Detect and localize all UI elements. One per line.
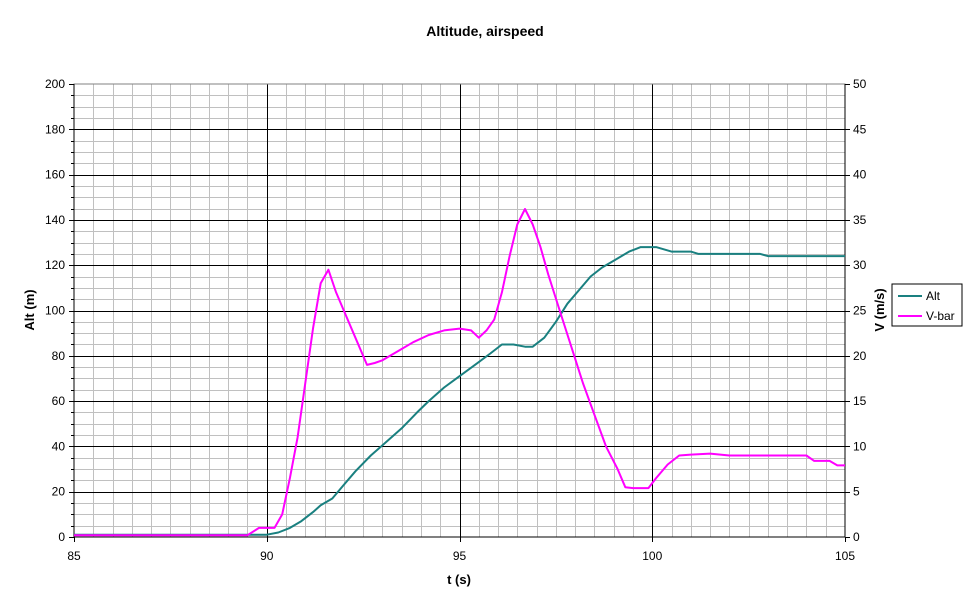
right-tick-label: 30 xyxy=(853,258,867,272)
series-lines xyxy=(74,208,845,537)
right-axis-title: V (m/s) xyxy=(872,288,887,331)
left-tick-label: 200 xyxy=(45,77,65,91)
x-tick-label: 100 xyxy=(642,549,662,563)
right-tick-label: 50 xyxy=(853,77,867,91)
minor-grid xyxy=(74,84,845,537)
left-axis-ticks: 0 20 40 60 80 100 120 140 160 180 200 xyxy=(45,77,75,544)
right-tick-label: 25 xyxy=(853,304,867,318)
left-axis-title: Alt (m) xyxy=(22,289,37,330)
series-line-v-bar xyxy=(74,208,845,537)
chart-title: Altitude, airspeed xyxy=(426,23,543,39)
left-tick-label: 0 xyxy=(58,530,65,544)
legend-label-alt: Alt xyxy=(926,289,941,303)
right-tick-label: 20 xyxy=(853,349,867,363)
left-tick-label: 140 xyxy=(45,213,65,227)
series-line-alt xyxy=(74,246,845,536)
legend-label-vbar: V-bar xyxy=(926,309,955,323)
left-tick-label: 80 xyxy=(52,349,66,363)
legend-box xyxy=(891,283,963,327)
right-tick-label: 35 xyxy=(853,213,867,227)
x-tick-label: 95 xyxy=(453,549,467,563)
right-tick-label: 15 xyxy=(853,394,867,408)
x-axis-title: t (s) xyxy=(447,572,471,587)
left-tick-label: 160 xyxy=(45,168,65,182)
left-tick-label: 100 xyxy=(45,304,65,318)
x-tick-label: 85 xyxy=(67,549,81,563)
major-grid xyxy=(74,84,845,537)
legend: Alt V-bar xyxy=(891,283,963,327)
x-axis-ticks: 85 90 95 100 105 xyxy=(67,536,855,563)
right-tick-label: 0 xyxy=(853,530,860,544)
right-tick-label: 40 xyxy=(853,168,867,182)
left-tick-label: 40 xyxy=(52,439,66,453)
x-tick-label: 105 xyxy=(835,549,855,563)
left-tick-label: 180 xyxy=(45,122,65,136)
left-tick-label: 20 xyxy=(52,485,66,499)
right-tick-label: 10 xyxy=(853,439,867,453)
x-tick-label: 90 xyxy=(260,549,274,563)
right-tick-label: 45 xyxy=(853,122,867,136)
right-axis-ticks: 0 5 10 15 20 25 30 35 40 45 50 xyxy=(844,77,867,544)
right-tick-label: 5 xyxy=(853,485,860,499)
left-tick-label: 60 xyxy=(52,394,66,408)
left-tick-label: 120 xyxy=(45,258,65,272)
